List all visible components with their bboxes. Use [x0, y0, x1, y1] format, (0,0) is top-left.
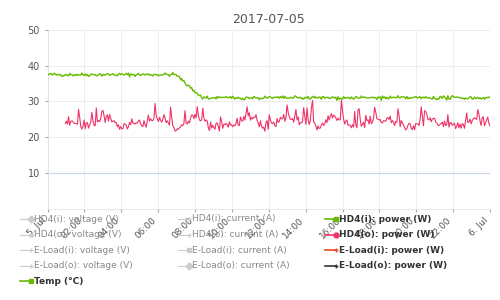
Text: E-Load(i): voltage (V): E-Load(i): voltage (V) — [34, 246, 130, 255]
Text: E-Load(o): current (A): E-Load(o): current (A) — [192, 261, 289, 270]
Text: HD4(i): voltage (V): HD4(i): voltage (V) — [34, 214, 118, 224]
Text: HD4(o): power (W): HD4(o): power (W) — [339, 230, 434, 239]
Text: E-Load(o): power (W): E-Load(o): power (W) — [339, 261, 447, 270]
Text: HD4(i): current (A): HD4(i): current (A) — [192, 214, 275, 224]
Text: E-Load(o): voltage (V): E-Load(o): voltage (V) — [34, 261, 133, 270]
Text: HD4(o): voltage (V): HD4(o): voltage (V) — [34, 230, 122, 239]
Text: E-Load(i): current (A): E-Load(i): current (A) — [192, 246, 286, 255]
Text: HD4(i): power (W): HD4(i): power (W) — [339, 214, 432, 224]
Text: E-Load(i): power (W): E-Load(i): power (W) — [339, 246, 444, 255]
Title: 2017-07-05: 2017-07-05 — [232, 13, 305, 26]
Text: Temp (°C): Temp (°C) — [34, 277, 84, 286]
Text: HD4(o): current (A): HD4(o): current (A) — [192, 230, 278, 239]
